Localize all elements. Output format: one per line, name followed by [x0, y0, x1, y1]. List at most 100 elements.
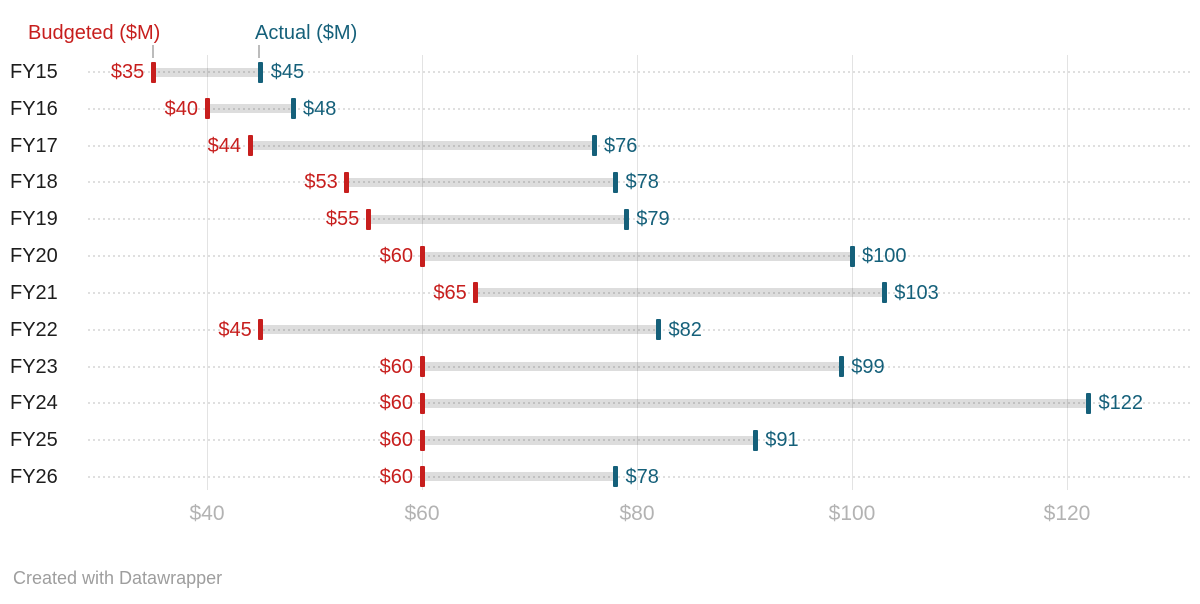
axis-tick-label: $80	[619, 502, 655, 525]
budgeted-value-label: $60	[379, 245, 413, 268]
range-bar	[153, 67, 261, 77]
row-leader-line	[88, 218, 1192, 221]
budgeted-value-label: $40	[164, 97, 198, 120]
row-label: FY26	[10, 465, 58, 488]
actual-marker	[656, 319, 661, 341]
row-label: FY20	[10, 245, 58, 268]
actual-marker	[1086, 392, 1091, 414]
legend-budgeted-label: Budgeted ($M)	[28, 22, 161, 44]
range-bar	[260, 325, 659, 335]
gridline	[206, 55, 208, 490]
actual-marker	[258, 61, 264, 83]
budgeted-marker	[204, 98, 210, 120]
row-leader-line	[88, 107, 1192, 110]
budgeted-marker	[365, 208, 371, 230]
range-bar	[422, 398, 1089, 408]
plot-area: $40 $60 $80 $100 $120 FY15 $35 $45 FY16 $40 $48 FY1…	[10, 55, 1192, 525]
actual-value-label: $78	[625, 171, 659, 194]
row-label: FY22	[10, 318, 58, 341]
gridline	[1066, 55, 1068, 490]
budgeted-value-label: $45	[218, 318, 252, 341]
row-label: FY21	[10, 281, 58, 304]
actual-value-label: $76	[604, 134, 638, 157]
budgeted-value-label: $60	[379, 355, 413, 378]
row-label: FY16	[10, 97, 58, 120]
range-bar	[346, 177, 616, 187]
actual-value-label: $122	[1098, 392, 1144, 415]
row-leader-line	[88, 255, 1192, 258]
budgeted-value-label: $60	[379, 429, 413, 452]
budgeted-value-label: $35	[110, 61, 145, 83]
budgeted-value-label: $60	[379, 392, 413, 415]
row-label: FY25	[10, 429, 58, 452]
actual-value-label: $78	[625, 465, 659, 488]
budgeted-value-label: $55	[325, 208, 360, 231]
gridline	[636, 55, 638, 490]
row-leader-line	[88, 71, 1192, 73]
budgeted-marker	[247, 135, 253, 157]
actual-marker	[613, 171, 618, 193]
budgeted-marker	[419, 356, 425, 378]
actual-value-label: $82	[668, 318, 702, 341]
gridline	[421, 55, 423, 490]
range-bar	[368, 214, 627, 224]
row-leader-line	[88, 365, 1192, 368]
budgeted-value-label: $53	[304, 171, 338, 194]
range-bar	[422, 435, 756, 445]
legend-actual-connector-tick	[258, 45, 260, 58]
budgeted-marker	[150, 61, 156, 83]
row-label: FY18	[10, 171, 58, 194]
budgeted-value-label: $60	[379, 465, 413, 488]
row-label: FY17	[10, 134, 58, 157]
range-bar	[422, 251, 852, 261]
row-leader-line	[88, 475, 1192, 478]
axis-tick-label: $40	[189, 502, 225, 525]
range-bar	[207, 104, 293, 114]
row-leader-line	[88, 402, 1192, 405]
budgeted-marker	[473, 282, 479, 304]
actual-value-label: $48	[303, 97, 337, 120]
budgeted-marker	[419, 429, 425, 451]
budgeted-value-label: $65	[433, 281, 467, 304]
axis-tick-label: $100	[828, 502, 876, 525]
actual-marker	[623, 208, 629, 230]
actual-value-label: $79	[636, 208, 670, 231]
actual-marker	[613, 466, 618, 488]
actual-marker	[290, 98, 296, 120]
row-leader-line	[88, 439, 1192, 442]
gridline	[851, 55, 853, 490]
actual-marker	[881, 282, 887, 304]
actual-value-label: $99	[851, 355, 885, 378]
attribution-text: Created with Datawrapper	[13, 568, 223, 588]
budgeted-marker	[419, 245, 425, 267]
actual-value-label: $45	[270, 61, 305, 83]
legend-budgeted-connector-tick	[152, 45, 154, 58]
row-leader-line	[88, 181, 1192, 184]
row-label: FY23	[10, 355, 58, 378]
legend-actual-label: Actual ($M)	[255, 22, 358, 44]
actual-marker	[838, 356, 844, 378]
range-bar	[475, 288, 885, 298]
axis-tick-label: $120	[1043, 502, 1091, 525]
budgeted-marker	[419, 466, 425, 488]
range-bar	[250, 141, 594, 151]
actual-marker	[849, 245, 855, 267]
row-leader-line	[88, 328, 1192, 331]
actual-marker	[752, 429, 758, 451]
range-bar	[422, 472, 616, 482]
range-bar	[422, 362, 842, 372]
budgeted-value-label: $44	[207, 134, 241, 157]
axis-tick-label: $60	[404, 502, 440, 525]
row-leader-line	[88, 144, 1192, 147]
row-label: FY15	[10, 61, 58, 83]
row-label: FY24	[10, 392, 58, 415]
budgeted-marker	[419, 392, 425, 414]
row-label: FY19	[10, 208, 58, 231]
budgeted-marker	[344, 171, 350, 193]
row-leader-line	[88, 291, 1192, 294]
actual-marker	[591, 135, 597, 157]
actual-value-label: $103	[894, 281, 939, 304]
actual-value-label: $100	[862, 245, 907, 268]
budgeted-marker	[258, 319, 264, 341]
